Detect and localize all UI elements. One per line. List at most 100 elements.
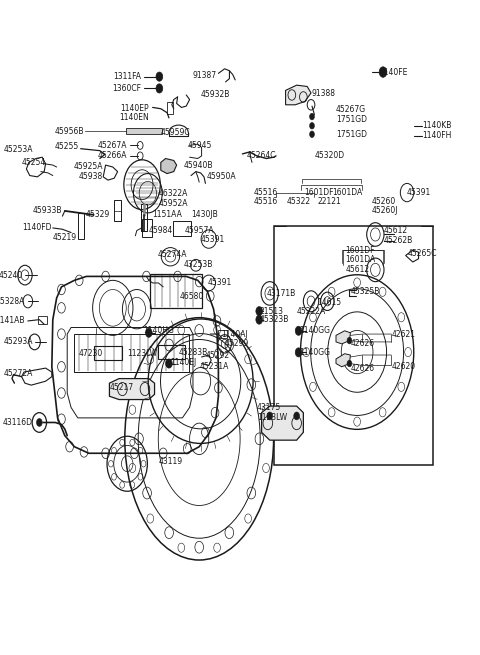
Circle shape xyxy=(295,348,302,357)
Bar xyxy=(142,219,152,237)
Text: 43116D: 43116D xyxy=(3,418,33,427)
Polygon shape xyxy=(262,406,303,440)
Circle shape xyxy=(310,131,314,138)
Text: 1141AB: 1141AB xyxy=(0,316,25,326)
Bar xyxy=(173,221,191,236)
Text: 1751GD: 1751GD xyxy=(336,130,367,139)
Text: 42626: 42626 xyxy=(350,364,374,373)
Text: 45322: 45322 xyxy=(287,197,311,206)
Text: 45612: 45612 xyxy=(346,265,370,274)
Text: 45253A: 45253A xyxy=(3,145,33,154)
Text: 45945: 45945 xyxy=(187,141,212,150)
Text: 45925A: 45925A xyxy=(74,162,103,171)
Circle shape xyxy=(347,360,352,367)
Text: 1601DA: 1601DA xyxy=(346,255,376,264)
Text: 1140GG: 1140GG xyxy=(300,326,331,335)
Text: 1140EJ: 1140EJ xyxy=(170,358,197,367)
Bar xyxy=(141,204,147,231)
Text: 42621: 42621 xyxy=(391,329,415,339)
Text: 46322A: 46322A xyxy=(158,189,188,198)
Text: 45283B: 45283B xyxy=(179,348,208,357)
Text: 45329: 45329 xyxy=(85,210,109,219)
Text: 46580: 46580 xyxy=(180,291,204,301)
Polygon shape xyxy=(161,159,177,174)
Circle shape xyxy=(379,67,387,77)
Text: 1751GD: 1751GD xyxy=(336,115,367,124)
Text: 1123LW: 1123LW xyxy=(127,349,157,358)
Text: 1430JB: 1430JB xyxy=(191,210,218,219)
Bar xyxy=(167,102,173,114)
Bar xyxy=(114,200,121,221)
Bar xyxy=(218,330,227,338)
Text: 45391: 45391 xyxy=(407,188,432,197)
Circle shape xyxy=(347,337,352,344)
Circle shape xyxy=(310,113,314,120)
Text: 1140EP: 1140EP xyxy=(120,103,149,113)
Text: 45933B: 45933B xyxy=(33,206,62,215)
Text: 45957A: 45957A xyxy=(185,226,215,235)
Text: 43119: 43119 xyxy=(158,457,182,466)
Circle shape xyxy=(145,328,152,337)
Text: 45267G: 45267G xyxy=(336,105,366,114)
Text: 45262B: 45262B xyxy=(384,236,413,245)
Text: 1140GG: 1140GG xyxy=(300,348,331,357)
Text: 45255: 45255 xyxy=(55,142,79,151)
Text: 45516: 45516 xyxy=(253,197,277,206)
Text: 1140KB: 1140KB xyxy=(422,121,452,130)
Text: 1140FE: 1140FE xyxy=(379,67,408,77)
Text: 45254: 45254 xyxy=(21,158,46,167)
Text: 43175: 43175 xyxy=(257,403,281,412)
Text: 45265C: 45265C xyxy=(408,249,437,258)
Circle shape xyxy=(156,72,163,81)
Text: 42620: 42620 xyxy=(391,362,415,371)
Polygon shape xyxy=(336,354,350,367)
Text: 45266A: 45266A xyxy=(98,151,127,160)
Text: 45240: 45240 xyxy=(0,271,23,280)
Text: 21513: 21513 xyxy=(259,307,283,316)
Text: 91388: 91388 xyxy=(311,88,335,98)
Text: 45264C: 45264C xyxy=(247,151,276,160)
Text: 45219: 45219 xyxy=(53,233,77,242)
Text: 45292: 45292 xyxy=(205,350,229,360)
Text: 45299: 45299 xyxy=(225,339,249,348)
Text: 45612: 45612 xyxy=(384,226,408,235)
Text: 45391: 45391 xyxy=(207,278,232,288)
Text: 43253B: 43253B xyxy=(183,260,213,269)
Bar xyxy=(74,334,189,372)
Circle shape xyxy=(36,419,42,426)
Polygon shape xyxy=(286,85,311,105)
Circle shape xyxy=(256,315,263,324)
Text: 45938: 45938 xyxy=(79,172,103,181)
Text: 91387: 91387 xyxy=(193,71,217,80)
Text: 1601DF: 1601DF xyxy=(304,188,334,197)
Text: 47230: 47230 xyxy=(79,349,103,358)
Text: 45231A: 45231A xyxy=(199,362,228,371)
Text: 45320D: 45320D xyxy=(314,151,345,160)
Text: 45260J: 45260J xyxy=(372,206,398,215)
Circle shape xyxy=(256,307,263,316)
Bar xyxy=(78,213,84,239)
Text: 45325B: 45325B xyxy=(350,287,380,296)
Bar xyxy=(141,204,147,231)
Text: 1601DF: 1601DF xyxy=(346,246,375,255)
Text: 45272A: 45272A xyxy=(3,369,33,378)
Text: 45940B: 45940B xyxy=(183,160,213,170)
Bar xyxy=(38,316,47,324)
Text: 1311FA: 1311FA xyxy=(114,72,142,81)
Text: 45328A: 45328A xyxy=(0,297,25,306)
Text: 1123LW: 1123LW xyxy=(257,413,287,422)
Text: 1140AJ: 1140AJ xyxy=(221,329,248,339)
Text: 45516: 45516 xyxy=(253,188,277,197)
Bar xyxy=(158,345,185,359)
Text: 14615: 14615 xyxy=(317,298,341,307)
Text: 45260: 45260 xyxy=(372,197,396,206)
Polygon shape xyxy=(336,331,350,344)
Text: 22121: 22121 xyxy=(317,197,341,206)
Text: 1140FD: 1140FD xyxy=(23,223,52,233)
Text: 1151AA: 1151AA xyxy=(153,210,182,219)
Bar xyxy=(126,128,162,134)
Text: 45217: 45217 xyxy=(109,383,133,392)
Text: 45952A: 45952A xyxy=(158,198,188,208)
Circle shape xyxy=(267,412,273,420)
Text: 1140FH: 1140FH xyxy=(422,131,452,140)
